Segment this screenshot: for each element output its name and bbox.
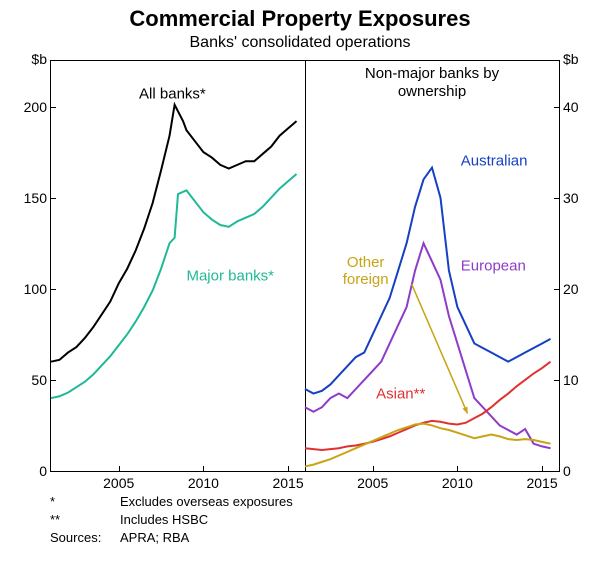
series-line bbox=[51, 105, 297, 362]
sources-label: Sources: bbox=[50, 529, 120, 547]
y-tick-label: 200 bbox=[7, 99, 47, 115]
series-label: Major banks* bbox=[186, 268, 274, 285]
y-tick-label: 0 bbox=[7, 463, 47, 479]
sources-text: APRA; RBA bbox=[120, 529, 293, 547]
y-tick-label: 50 bbox=[7, 372, 47, 388]
chart-subtitle: Banks' consolidated operations bbox=[0, 32, 600, 52]
x-tick-label: 2015 bbox=[272, 475, 303, 491]
series-label: European bbox=[461, 258, 526, 275]
series-label: Asian** bbox=[376, 386, 425, 403]
footnote-mark-2: ** bbox=[50, 511, 120, 529]
footnotes: * Excludes overseas exposures ** Include… bbox=[50, 493, 293, 548]
chart-container: Commercial Property Exposures Banks' con… bbox=[0, 0, 600, 561]
footnote-text-2: Includes HSBC bbox=[120, 511, 293, 529]
x-tick-label: 2005 bbox=[103, 475, 134, 491]
left-y-unit: $b bbox=[31, 51, 47, 67]
chart-title: Commercial Property Exposures bbox=[0, 0, 600, 32]
y-tick-label: 20 bbox=[563, 281, 600, 297]
y-tick-label: 40 bbox=[563, 99, 600, 115]
footnote-mark-1: * bbox=[50, 493, 120, 511]
series-label: All banks* bbox=[139, 85, 206, 102]
x-tick-label: 2005 bbox=[357, 475, 388, 491]
y-tick-label: 10 bbox=[563, 372, 600, 388]
left-panel: All banks* Major banks* bbox=[51, 61, 306, 471]
footnote-text-1: Excludes overseas exposures bbox=[120, 493, 293, 511]
y-tick-label: 100 bbox=[7, 281, 47, 297]
x-tick-label: 2010 bbox=[442, 475, 473, 491]
right-panel: Non-major banks byownership AustralianEu… bbox=[305, 61, 559, 471]
x-tick-label: 2015 bbox=[526, 475, 557, 491]
plot-area: $b $b All banks*Major banks* Non-major b… bbox=[50, 60, 560, 472]
series-label: Otherforeign bbox=[343, 254, 389, 288]
series-line bbox=[305, 362, 551, 450]
y-tick-label: 30 bbox=[563, 190, 600, 206]
y-tick-label: 0 bbox=[563, 463, 600, 479]
x-tick-label: 2010 bbox=[188, 475, 219, 491]
right-y-unit: $b bbox=[563, 51, 579, 67]
series-line bbox=[305, 424, 551, 467]
y-tick-label: 150 bbox=[7, 190, 47, 206]
left-panel-svg bbox=[51, 61, 305, 471]
series-label: Australian bbox=[461, 153, 528, 170]
series-line bbox=[51, 174, 297, 398]
